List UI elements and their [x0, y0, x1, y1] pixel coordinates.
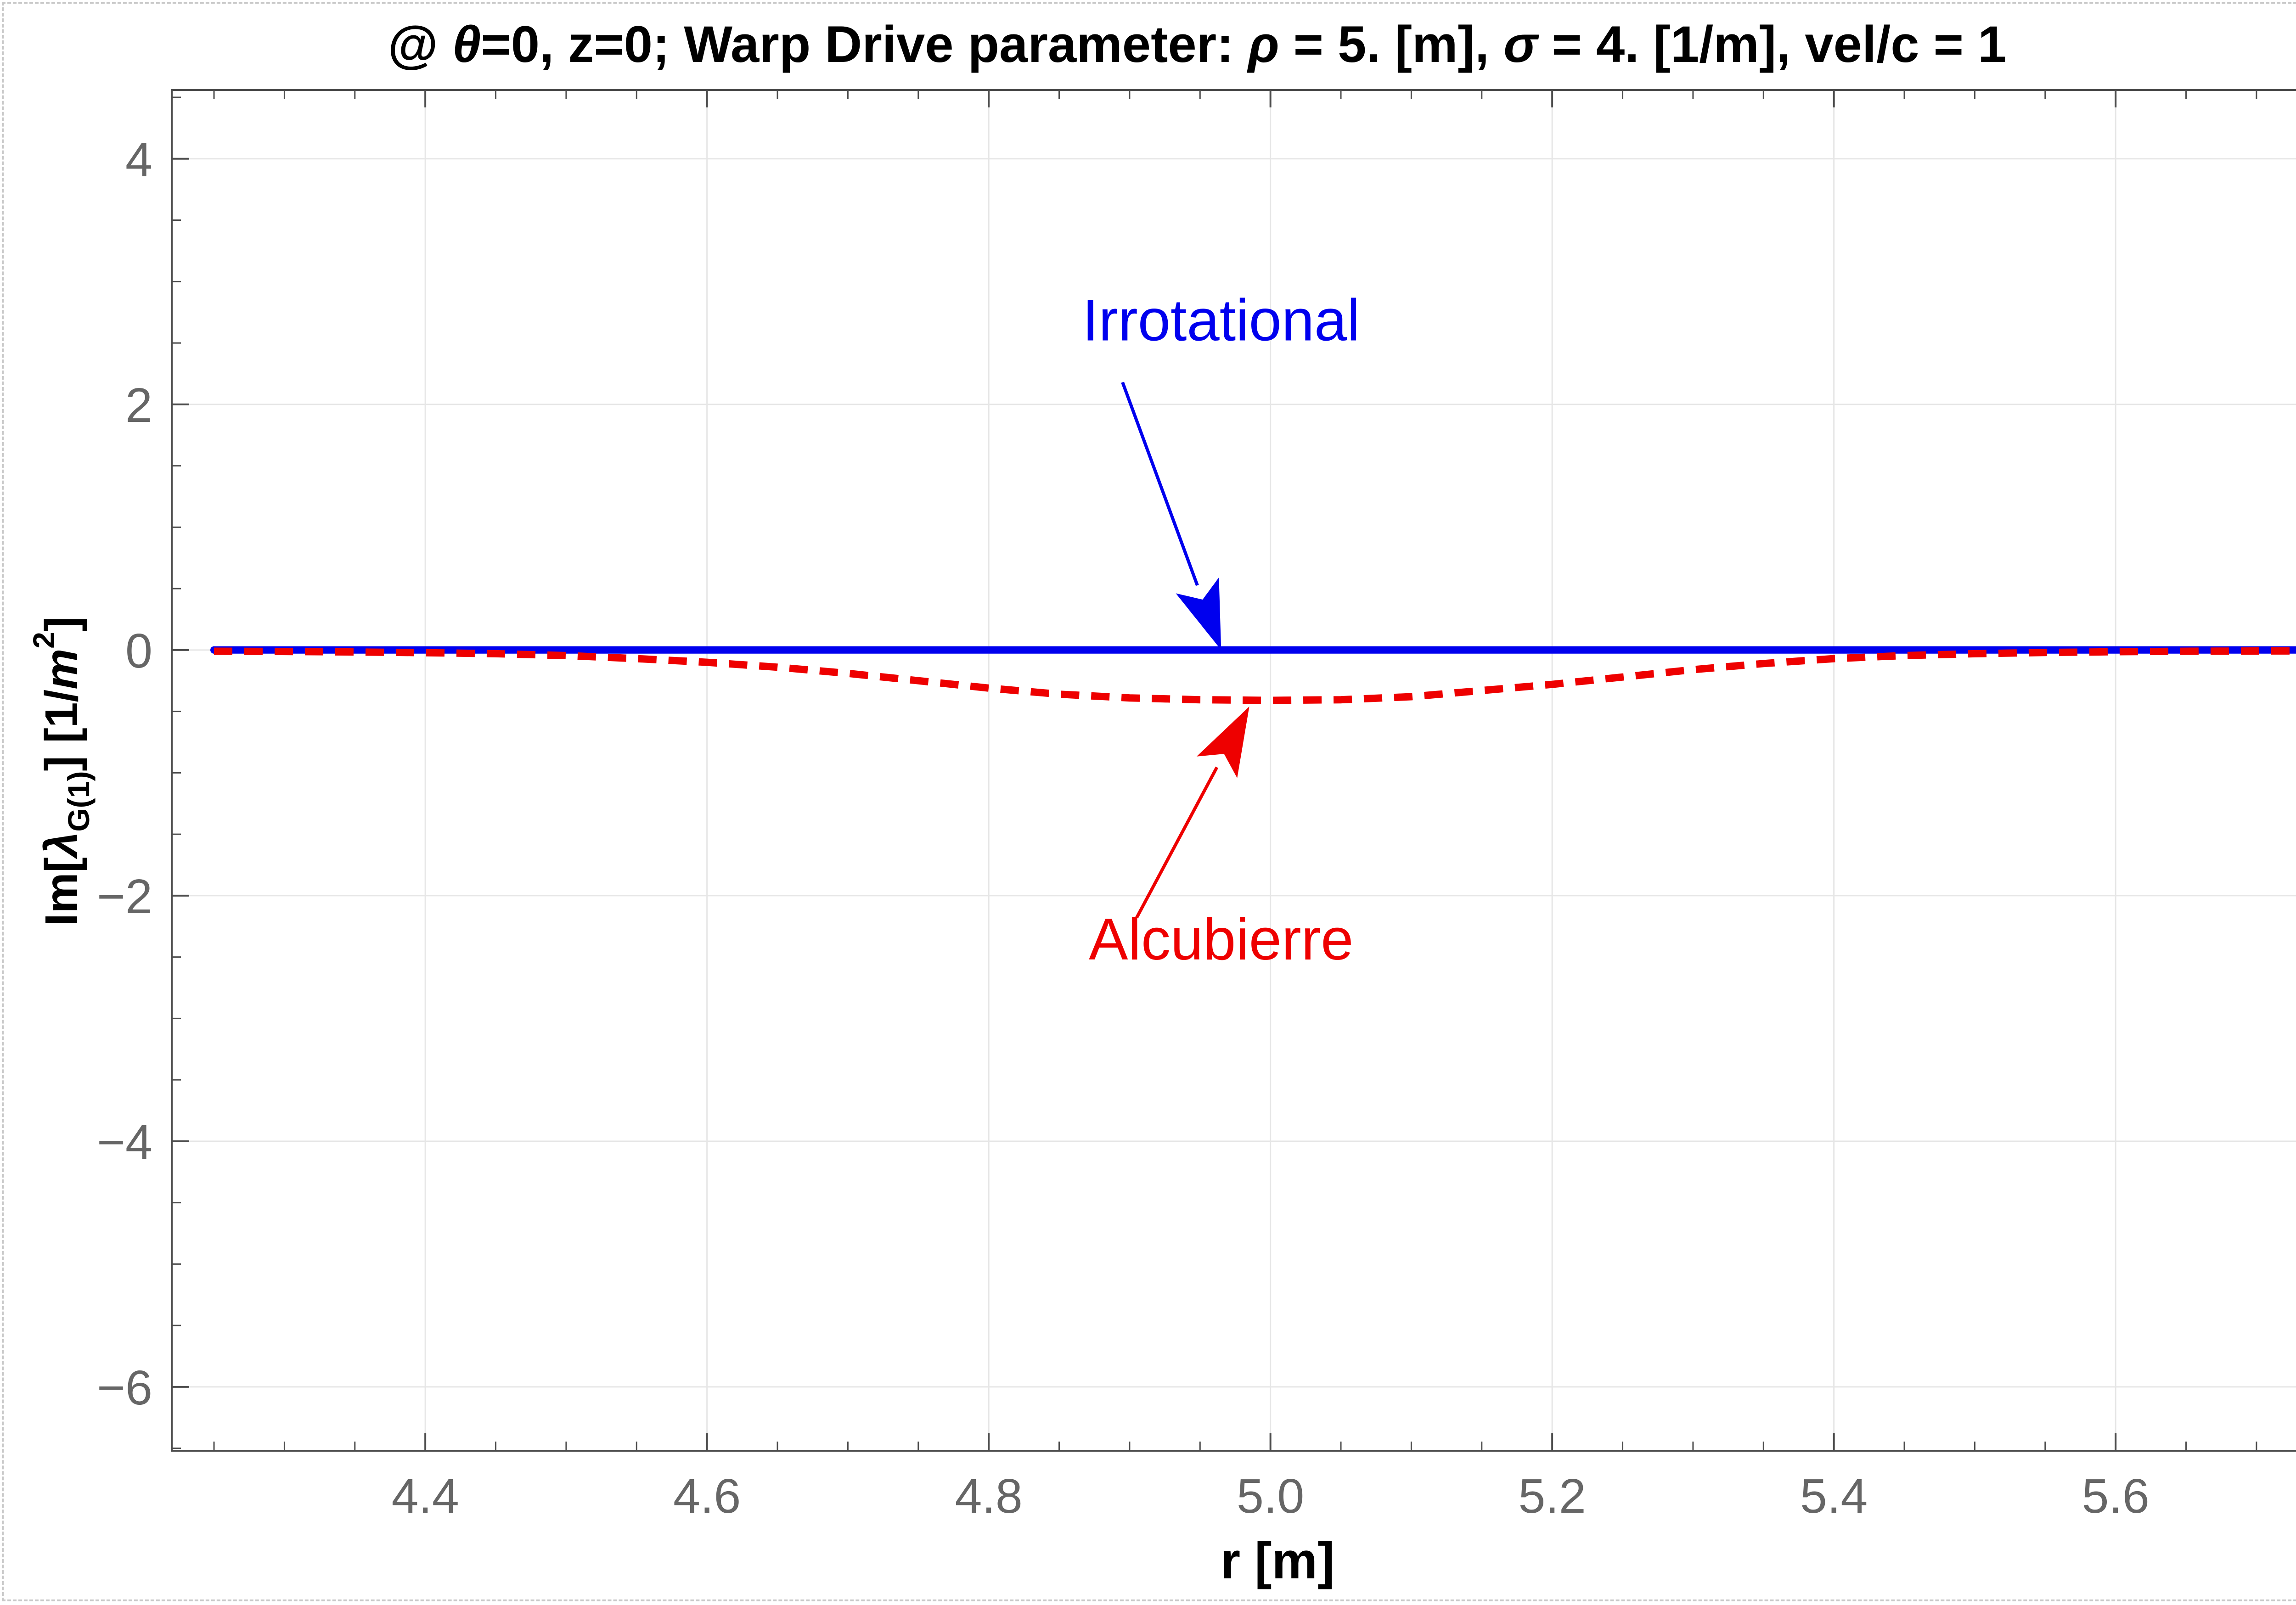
y-label-subscript: G(1) [62, 771, 96, 832]
y-tick-labels: 4 2 0 −2 −4 −6 [97, 133, 152, 1415]
y-tick-label: −2 [97, 870, 152, 924]
y-label-mid: ] [1/ [36, 690, 87, 771]
x-tick-label: 4.6 [673, 1469, 741, 1523]
x-tick-label: 5.6 [2082, 1469, 2149, 1523]
chart-title: @ θ=0, z=0; Warp Drive parameter: ρ = 5.… [388, 16, 2007, 73]
annotation-arrow-alcubierre [1135, 766, 1219, 919]
title-rho-symbol: ρ [1247, 16, 1279, 73]
annotation-arrow-irrotational [1121, 382, 1199, 586]
y-label-superscript: 2 [27, 632, 61, 649]
annotation-arrowhead-alcubierre [1196, 706, 1249, 778]
x-tick-label: 4.8 [955, 1469, 1022, 1523]
y-tick-label: 0 [125, 624, 152, 678]
y-label-m: m [36, 649, 87, 690]
x-tick-label: 4.4 [391, 1469, 459, 1523]
annotation-label-irrotational: Irrotational [1082, 288, 1360, 354]
annotation-arrowhead-irrotational [1176, 577, 1221, 650]
series-line-alcubierre [214, 647, 2296, 704]
annotations-layer: Irrotational Alcubierre [1082, 288, 1360, 972]
annotation-label-alcubierre: Alcubierre [1089, 907, 1353, 972]
axis-ticks [172, 90, 2257, 1451]
title-after-rho: = 5. [m], [1279, 16, 1504, 73]
title-sigma-symbol: σ [1503, 16, 1539, 73]
x-tick-label: 5.0 [1237, 1469, 1304, 1523]
title-theta-symbol: θ [452, 16, 481, 73]
y-label-prefix: Im[ [36, 857, 87, 926]
title-after-theta: =0, z=0; Warp Drive parameter: [481, 16, 1248, 73]
series-layer [210, 646, 2296, 704]
x-axis-label: r [m] [1221, 1532, 1335, 1589]
x-tick-labels: 4.4 4.6 4.8 5.0 5.2 5.4 5.6 [391, 1469, 2149, 1523]
y-tick-label: −6 [97, 1361, 152, 1415]
y-tick-label: −4 [97, 1115, 152, 1169]
x-tick-label: 5.4 [1800, 1469, 1868, 1523]
x-tick-label: 5.2 [1518, 1469, 1586, 1523]
y-tick-label: 4 [125, 133, 152, 187]
y-axis-label: Im[λG(1)] [1/m2] [27, 617, 96, 926]
title-at: @ [388, 16, 452, 73]
y-label-lambda: λ [36, 832, 87, 860]
y-label-suffix: ] [36, 617, 87, 632]
title-after-sigma: = 4. [1/m], vel/c = 1 [1537, 16, 2006, 73]
y-tick-label: 2 [125, 378, 152, 432]
plot-frame [171, 89, 2296, 1452]
